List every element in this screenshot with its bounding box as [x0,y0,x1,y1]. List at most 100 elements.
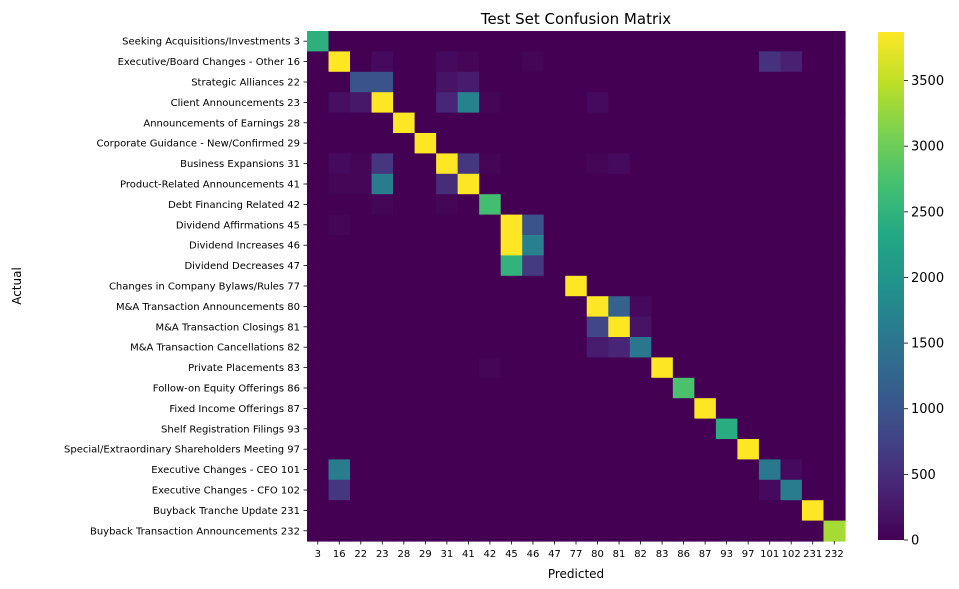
heatmap-cell [737,173,760,195]
heatmap-cell [694,398,717,420]
heatmap-cell [672,275,695,297]
heatmap-cell [350,194,373,216]
heatmap-cell [694,337,717,358]
heatmap-cell [414,479,437,501]
heatmap-cell [500,214,523,236]
y-tick-label: Fixed Income Offerings 87 [169,404,300,415]
heatmap-cell [758,520,782,542]
heatmap-cell [586,275,609,297]
heatmap-cell [307,235,330,256]
heatmap-cell [328,133,351,154]
heatmap-cell [436,235,459,256]
heatmap-cell [393,377,416,399]
heatmap-cell [393,71,416,93]
heatmap-cell [780,153,803,175]
heatmap-cell [436,418,459,440]
heatmap-cell [414,235,437,256]
heatmap-cell [586,92,609,114]
heatmap-cell [543,235,566,256]
heatmap-cell [801,255,825,277]
heatmap-cell [436,377,459,399]
heatmap-cell [393,275,416,297]
heatmap-cell [350,296,373,318]
heatmap-cell [758,112,782,134]
heatmap-cell [823,459,846,481]
heatmap-cell [436,316,459,338]
heatmap-cell [522,255,545,277]
heatmap-cell [457,112,480,134]
heatmap-cell [350,235,373,256]
x-tick-label: 93 [720,549,733,560]
heatmap-cell [737,316,760,338]
heatmap-cell [479,418,502,440]
heatmap-cell [393,112,416,134]
heatmap-cell [500,459,523,481]
heatmap-cell [672,194,695,216]
heatmap-cell [780,377,803,399]
heatmap-cell [414,153,437,175]
heatmap-cell [565,377,588,399]
heatmap-cell [393,51,416,73]
heatmap-cell [715,296,738,318]
heatmap-cell [801,500,825,522]
heatmap-cell [608,153,631,175]
heatmap-cell [629,133,652,154]
heatmap-cell [457,133,480,154]
heatmap-cell [651,255,674,277]
heatmap-cell [629,398,652,420]
heatmap-cell [651,418,674,440]
heatmap-cell [694,439,717,460]
heatmap-cell [500,439,523,460]
heatmap-cell [479,439,502,460]
heatmap-cell [758,71,782,93]
heatmap-cell [543,255,566,277]
x-tick-label: 29 [419,549,432,560]
heatmap-cell [371,133,394,154]
x-tick-label: 31 [441,549,454,560]
x-tick-label: 16 [333,549,346,560]
heatmap-cell [522,194,545,216]
heatmap-cell [608,296,631,318]
heatmap-cell [823,214,846,236]
colorbar-tick-label: 0 [911,534,919,549]
heatmap-cell [457,71,480,93]
x-tick-label: 87 [699,549,712,560]
heatmap-cell [371,31,394,52]
heatmap-cell [629,173,652,195]
heatmap-cell [307,51,330,73]
heatmap-cell [522,31,545,52]
heatmap-cell [543,520,566,542]
heatmap-cell [457,194,480,216]
x-tick-label: 47 [548,549,561,560]
heatmap-cell [328,500,351,522]
heatmap-cell [414,439,437,460]
heatmap-cell [522,439,545,460]
heatmap-cell [457,275,480,297]
heatmap-cell [328,112,351,134]
heatmap-cell [328,255,351,277]
heatmap-cell [500,51,523,73]
heatmap-cell [307,92,330,114]
heatmap-cell [393,398,416,420]
heatmap-cell [801,337,825,358]
y-tick-label: M&A Transaction Announcements 80 [116,302,300,313]
heatmap-cell [522,377,545,399]
heatmap-cell [651,153,674,175]
heatmap-cell [586,71,609,93]
heatmap-cell [414,316,437,338]
heatmap-cell [694,153,717,175]
heatmap-cell [823,439,846,460]
heatmap-cell [651,316,674,338]
heatmap-cell [328,51,351,73]
heatmap-cell [500,153,523,175]
heatmap-cell [801,112,825,134]
heatmap-cell [307,520,330,542]
x-tick-label: 102 [782,549,801,560]
heatmap-cell [780,479,803,501]
heatmap-cell [694,214,717,236]
heatmap-cell [715,31,738,52]
heatmap-cell [694,500,717,522]
heatmap-cell [500,71,523,93]
heatmap-cell [436,194,459,216]
